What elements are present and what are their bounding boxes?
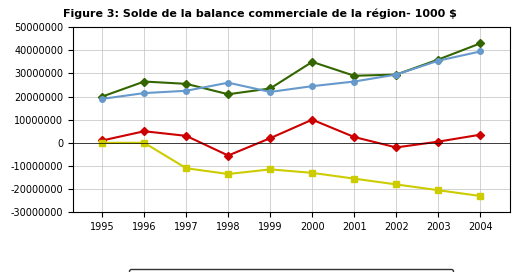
Xtot xyxy=(393,73,399,76)
BC tous chapitres xyxy=(477,133,483,136)
BC tous chapitres xyxy=(351,135,357,139)
Xtot xyxy=(309,60,315,64)
BC tous chapitres xyxy=(183,134,189,138)
BC sans SH27 xyxy=(141,141,147,144)
IMPtot xyxy=(393,73,399,76)
BC sans SH27 xyxy=(351,177,357,180)
IMPtot xyxy=(141,91,147,95)
Xtot xyxy=(267,87,274,90)
BC tous chapitres xyxy=(225,154,231,157)
Xtot xyxy=(435,58,441,61)
Line: BC sans SH27: BC sans SH27 xyxy=(99,140,483,199)
BC sans SH27 xyxy=(267,168,274,171)
BC sans SH27 xyxy=(309,171,315,175)
IMPtot xyxy=(309,85,315,88)
Line: BC tous chapitres: BC tous chapitres xyxy=(99,117,483,158)
Xtot xyxy=(351,74,357,78)
Xtot xyxy=(141,80,147,83)
BC sans SH27 xyxy=(435,188,441,192)
IMPtot xyxy=(435,59,441,62)
BC tous chapitres xyxy=(141,130,147,133)
BC sans SH27 xyxy=(99,141,106,144)
Xtot xyxy=(99,95,106,98)
BC sans SH27 xyxy=(225,172,231,176)
Legend: BC tous chapitres, Xtot, IMPtot, BC sans SH27: BC tous chapitres, Xtot, IMPtot, BC sans… xyxy=(129,269,453,272)
IMPtot xyxy=(351,80,357,83)
BC sans SH27 xyxy=(393,183,399,186)
IMPtot xyxy=(267,90,274,94)
BC sans SH27 xyxy=(183,166,189,170)
BC tous chapitres xyxy=(309,118,315,121)
BC sans SH27 xyxy=(477,194,483,197)
BC tous chapitres xyxy=(99,139,106,142)
IMPtot xyxy=(183,89,189,92)
IMPtot xyxy=(225,81,231,84)
Xtot xyxy=(477,42,483,45)
IMPtot xyxy=(99,97,106,101)
Xtot xyxy=(225,92,231,96)
BC tous chapitres xyxy=(393,146,399,149)
IMPtot xyxy=(477,50,483,53)
BC tous chapitres xyxy=(435,140,441,143)
BC tous chapitres xyxy=(267,137,274,140)
Text: Figure 3: Solde de la balance commerciale de la région- 1000 $: Figure 3: Solde de la balance commercial… xyxy=(63,8,457,19)
Xtot xyxy=(183,82,189,85)
Line: IMPtot: IMPtot xyxy=(99,49,483,102)
Line: Xtot: Xtot xyxy=(99,41,483,99)
